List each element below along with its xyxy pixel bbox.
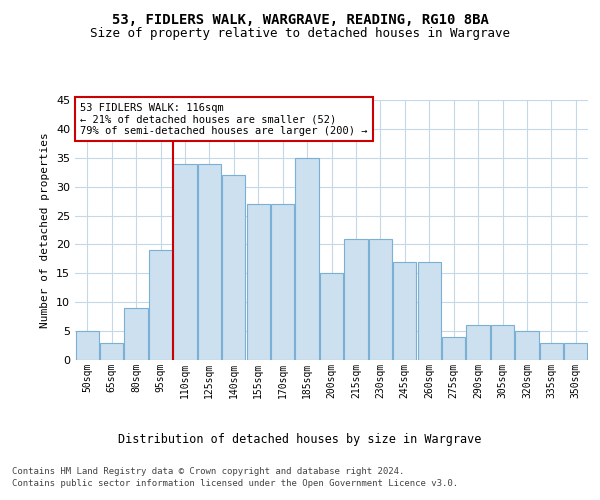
- Text: Distribution of detached houses by size in Wargrave: Distribution of detached houses by size …: [118, 432, 482, 446]
- Bar: [100, 342, 123, 360]
- Bar: [466, 326, 490, 360]
- Text: Contains public sector information licensed under the Open Government Licence v3: Contains public sector information licen…: [12, 479, 458, 488]
- Y-axis label: Number of detached properties: Number of detached properties: [40, 132, 50, 328]
- Bar: [491, 326, 514, 360]
- Bar: [418, 262, 441, 360]
- Bar: [149, 250, 172, 360]
- Text: Contains HM Land Registry data © Crown copyright and database right 2024.: Contains HM Land Registry data © Crown c…: [12, 468, 404, 476]
- Bar: [247, 204, 270, 360]
- Bar: [222, 175, 245, 360]
- Bar: [515, 331, 539, 360]
- Bar: [320, 274, 343, 360]
- Bar: [124, 308, 148, 360]
- Bar: [540, 342, 563, 360]
- Bar: [173, 164, 197, 360]
- Bar: [344, 238, 368, 360]
- Text: 53, FIDLERS WALK, WARGRAVE, READING, RG10 8BA: 53, FIDLERS WALK, WARGRAVE, READING, RG1…: [112, 12, 488, 26]
- Bar: [198, 164, 221, 360]
- Text: 53 FIDLERS WALK: 116sqm
← 21% of detached houses are smaller (52)
79% of semi-de: 53 FIDLERS WALK: 116sqm ← 21% of detache…: [80, 102, 368, 136]
- Bar: [295, 158, 319, 360]
- Bar: [271, 204, 294, 360]
- Bar: [564, 342, 587, 360]
- Bar: [76, 331, 99, 360]
- Bar: [442, 337, 465, 360]
- Bar: [369, 238, 392, 360]
- Bar: [393, 262, 416, 360]
- Text: Size of property relative to detached houses in Wargrave: Size of property relative to detached ho…: [90, 28, 510, 40]
